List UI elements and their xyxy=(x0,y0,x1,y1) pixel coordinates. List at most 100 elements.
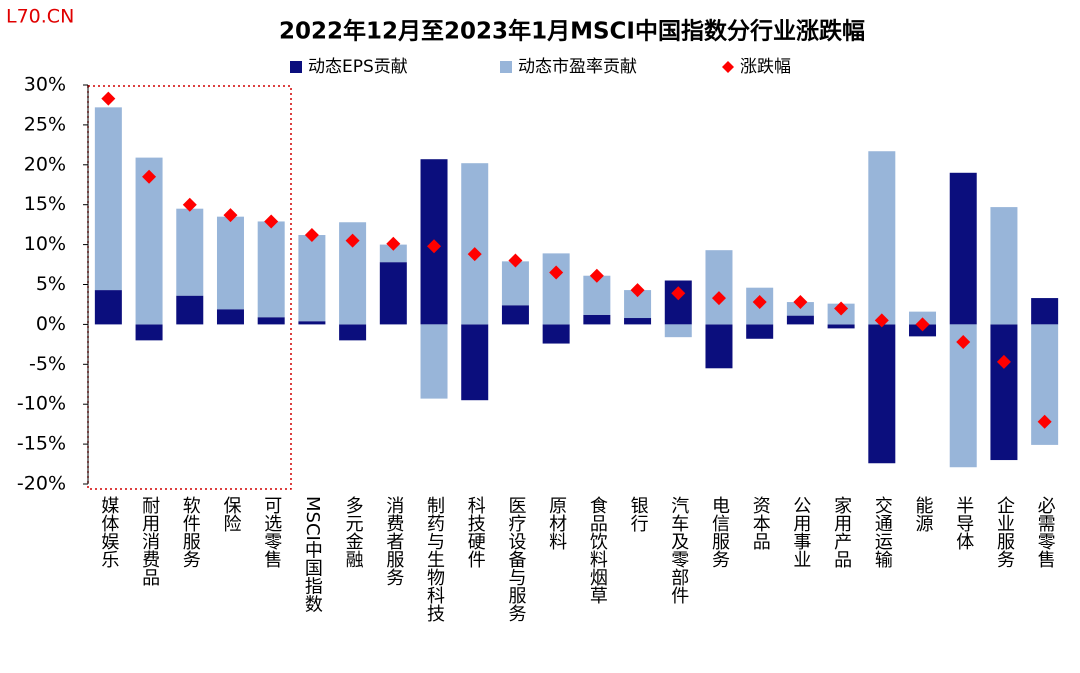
bar xyxy=(705,250,733,325)
bar xyxy=(94,290,122,325)
diamond-marker xyxy=(549,265,564,280)
diamond-marker xyxy=(874,313,889,328)
bar xyxy=(216,216,244,310)
bar xyxy=(135,324,163,341)
bar xyxy=(542,324,570,344)
diamond-marker xyxy=(752,295,767,310)
diamond-marker xyxy=(223,208,238,223)
bar xyxy=(1031,298,1059,325)
bar xyxy=(868,151,896,325)
bar xyxy=(461,324,489,401)
bar xyxy=(461,163,489,325)
x-tick-label: MSCI中国指数 xyxy=(302,496,323,613)
diamond-marker xyxy=(793,295,808,310)
y-tick-label: 5% xyxy=(36,273,66,295)
diamond-marker xyxy=(304,228,319,243)
x-tick-label: 多元金融 xyxy=(343,496,364,568)
diamond-marker xyxy=(834,301,849,316)
x-tick-label: 原材料 xyxy=(546,496,567,550)
bar xyxy=(827,324,855,329)
bar xyxy=(664,324,692,338)
x-tick-label: 科技硬件 xyxy=(465,496,486,568)
bar xyxy=(257,317,285,325)
diamond-marker xyxy=(630,283,645,298)
y-tick-label: 10% xyxy=(24,233,66,255)
bar xyxy=(705,324,733,369)
x-tick-label: 软件服务 xyxy=(180,496,201,568)
x-tick-label: 汽车及零部件 xyxy=(668,496,689,604)
x-tick-label: 可选零售 xyxy=(261,496,282,568)
x-tick-label: 制药与生物科技 xyxy=(424,496,445,623)
bar xyxy=(379,262,407,325)
x-tick-label: 食品饮料烟草 xyxy=(587,496,608,604)
legend-swatch xyxy=(500,61,512,73)
x-tick-label: 家用产品 xyxy=(831,496,852,568)
diamond-marker xyxy=(467,247,482,262)
x-tick-label: 公用事业 xyxy=(790,496,811,568)
diamond-marker xyxy=(182,197,197,212)
diamond-marker xyxy=(1037,414,1052,429)
diamond-marker xyxy=(142,169,157,184)
bar xyxy=(135,157,163,325)
bar xyxy=(542,253,570,325)
diamond-marker xyxy=(956,334,971,349)
bar xyxy=(583,314,611,325)
bar xyxy=(94,107,122,291)
bar xyxy=(786,315,814,325)
diamond-marker xyxy=(589,268,604,283)
diamond-marker xyxy=(386,236,401,251)
y-tick-label: 0% xyxy=(36,313,66,335)
bar xyxy=(379,244,407,263)
y-tick-label: -10% xyxy=(17,393,66,415)
bar xyxy=(501,305,529,325)
bar xyxy=(298,235,326,322)
y-tick-label: 30% xyxy=(24,74,66,96)
diamond-marker xyxy=(427,239,442,254)
x-tick-label: 半导体 xyxy=(953,496,974,550)
diamond-marker xyxy=(915,317,930,332)
diamond-marker xyxy=(996,354,1011,369)
bar xyxy=(990,207,1018,325)
legend-label: 动态EPS贡献 xyxy=(308,57,408,77)
chart-title: 2022年12月至2023年1月MSCI中国指数分行业涨跌幅 xyxy=(279,18,865,45)
legend-label: 动态市盈率贡献 xyxy=(518,57,637,77)
bar xyxy=(176,295,204,325)
x-tick-label: 必需零售 xyxy=(1035,496,1056,568)
legend-label: 涨跌幅 xyxy=(740,57,791,77)
x-tick-label: 媒体娱乐 xyxy=(98,496,119,568)
bar xyxy=(949,172,977,325)
bar xyxy=(298,321,326,325)
diamond-marker xyxy=(508,253,523,268)
x-tick-label: 能源 xyxy=(913,496,934,533)
diamond-marker xyxy=(345,233,360,248)
x-tick-label: 电信服务 xyxy=(709,496,730,568)
bar xyxy=(216,309,244,325)
diamond-marker xyxy=(101,91,116,106)
watermark: L70.CN xyxy=(6,6,74,28)
x-tick-label: 交通运输 xyxy=(872,496,893,569)
bar xyxy=(420,324,448,399)
bar xyxy=(339,324,367,341)
x-tick-label: 银行 xyxy=(628,496,649,532)
bar xyxy=(746,324,774,339)
y-tick-label: 25% xyxy=(24,113,66,135)
bar xyxy=(176,208,204,296)
x-tick-label: 保险 xyxy=(220,496,241,532)
x-tick-label: 医疗设备与服务 xyxy=(505,496,526,622)
diamond-marker xyxy=(671,286,686,301)
bar xyxy=(624,318,652,325)
y-tick-label: -5% xyxy=(29,353,66,375)
bar xyxy=(501,261,529,306)
x-tick-label: 消费者服务 xyxy=(383,496,404,586)
y-tick-label: -20% xyxy=(17,473,66,495)
x-tick-label: 耐用消费品 xyxy=(139,496,160,586)
y-tick-label: 15% xyxy=(24,193,66,215)
y-tick-label: -15% xyxy=(17,433,66,455)
x-tick-label: 资本品 xyxy=(750,496,771,550)
diamond-marker xyxy=(711,291,726,306)
bar xyxy=(990,324,1018,461)
bar xyxy=(868,324,896,464)
legend-swatch xyxy=(290,61,302,73)
x-tick-label: 企业服务 xyxy=(994,496,1015,568)
